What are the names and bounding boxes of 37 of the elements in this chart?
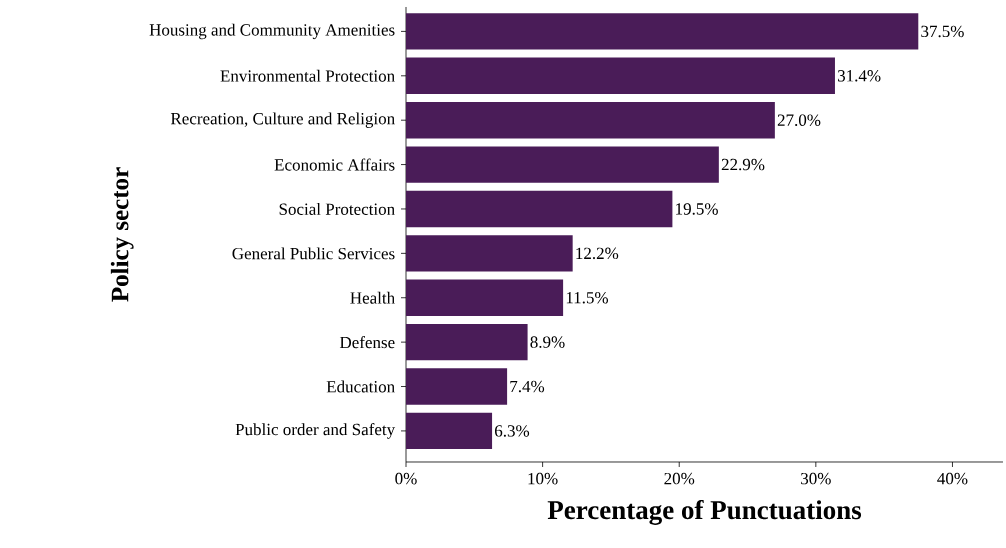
bar — [406, 412, 493, 450]
x-tick-label: 0% — [395, 472, 417, 485]
data-label: 11.5% — [566, 291, 609, 304]
bar — [406, 279, 564, 316]
y-tick-label: Environmental Protection — [220, 69, 395, 82]
y-tick-label: Housing and Community Amenities — [149, 23, 395, 40]
data-label: 19.5% — [676, 203, 718, 215]
y-tick-label: Public order and Safety — [235, 423, 396, 439]
bar — [406, 13, 919, 50]
y-tick-label: Defense — [339, 336, 395, 349]
data-label: 31.4% — [837, 70, 881, 82]
data-label: 6.3% — [495, 425, 530, 437]
bar — [406, 235, 573, 272]
data-label: 7.4% — [510, 380, 545, 393]
data-label: 8.9% — [530, 336, 565, 348]
y-tick-label: Social Protection — [279, 202, 395, 215]
bar — [406, 190, 673, 228]
x-tick-label: 40% — [937, 472, 968, 485]
bar — [406, 323, 528, 361]
x-axis-title: Percentage of Punctuations — [547, 499, 862, 525]
y-axis-title: Policy sector — [110, 167, 134, 302]
x-tick-label: 10% — [528, 472, 558, 485]
bar — [406, 57, 835, 94]
x-tick-label: 30% — [801, 472, 831, 485]
y-tick-label: Health — [350, 291, 395, 304]
y-tick-label: Recreation, Culture and Religion — [170, 112, 395, 128]
bar — [406, 146, 719, 183]
bar — [406, 101, 775, 139]
data-label: 22.9% — [721, 158, 765, 171]
x-tick-label: 20% — [664, 472, 695, 485]
data-label: 27.0% — [777, 114, 821, 126]
y-tick-label: Education — [326, 380, 395, 393]
y-tick-label: General Public Services — [232, 247, 395, 260]
bar — [406, 368, 508, 405]
data-label: 37.5% — [921, 25, 964, 38]
y-tick-label: Economic Affairs — [274, 158, 395, 171]
data-label: 12.2% — [576, 247, 619, 260]
